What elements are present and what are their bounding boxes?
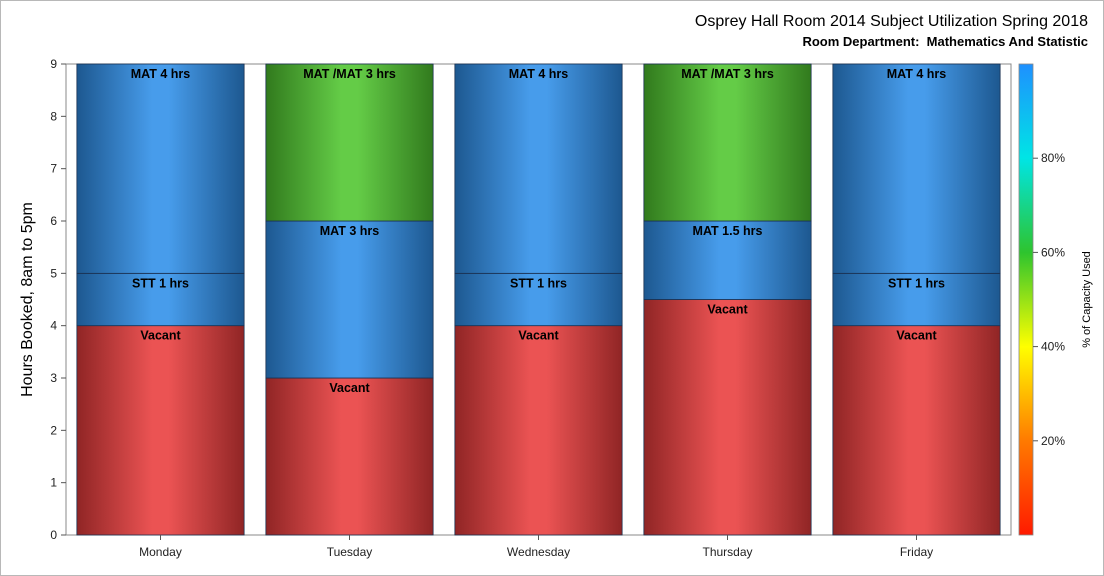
bar-segment — [454, 272, 623, 327]
bar-segment — [832, 325, 1001, 536]
segment-label: Vacant — [707, 303, 748, 317]
colorbar — [1018, 63, 1034, 536]
x-tick-label: Wednesday — [507, 545, 570, 559]
segment-label: MAT 4 hrs — [509, 67, 569, 81]
chart-subtitle: Room Department: Mathematics And Statist… — [802, 34, 1088, 49]
bar-segment — [265, 220, 434, 379]
segment-label: MAT /MAT 3 hrs — [681, 67, 774, 81]
y-tick-label: 8 — [50, 109, 57, 123]
bar-segment — [643, 299, 812, 536]
bar-segment — [76, 63, 245, 274]
y-axis-label: Hours Booked, 8am to 5pm — [19, 202, 36, 397]
colorbar-tick-label: 40% — [1041, 340, 1065, 354]
y-tick-label: 7 — [50, 162, 57, 176]
x-tick-label: Thursday — [702, 545, 752, 559]
y-tick-label: 6 — [50, 214, 57, 228]
x-tick-label: Friday — [900, 545, 933, 559]
segment-label: MAT 3 hrs — [320, 224, 380, 238]
bar-segment — [643, 63, 812, 222]
segment-label: MAT 4 hrs — [131, 67, 191, 81]
segment-label: Vacant — [329, 381, 370, 395]
bar-segment — [76, 325, 245, 536]
segment-label: Vacant — [518, 329, 559, 343]
y-tick-label: 9 — [50, 57, 57, 71]
bar-segment — [265, 63, 434, 222]
colorbar-tick-label: 20% — [1041, 434, 1065, 448]
segment-label: STT 1 hrs — [132, 276, 189, 290]
segment-label: MAT 4 hrs — [887, 67, 947, 81]
y-tick-label: 3 — [50, 371, 57, 385]
segment-label: Vacant — [140, 329, 181, 343]
bar-segment — [832, 63, 1001, 274]
colorbar-tick-label: 60% — [1041, 245, 1065, 259]
segment-label: STT 1 hrs — [510, 276, 567, 290]
colorbar-label: % of Capacity Used — [1081, 251, 1093, 348]
colorbar-tick-label: 80% — [1041, 151, 1065, 165]
y-tick-label: 2 — [50, 423, 57, 437]
x-tick-label: Tuesday — [327, 545, 373, 559]
segment-label: MAT 1.5 hrs — [693, 224, 763, 238]
segment-label: MAT /MAT 3 hrs — [303, 67, 396, 81]
y-tick-label: 5 — [50, 266, 57, 280]
y-tick-label: 4 — [50, 319, 57, 333]
y-tick-label: 1 — [50, 476, 57, 490]
bar-segment — [76, 272, 245, 327]
bar-segment — [454, 63, 623, 274]
bar-segment — [265, 377, 434, 536]
bar-segment — [643, 220, 812, 300]
y-tick-label: 0 — [50, 528, 57, 542]
bar-segment — [454, 325, 623, 536]
segment-label: STT 1 hrs — [888, 276, 945, 290]
segment-label: Vacant — [896, 329, 937, 343]
chart-title: Osprey Hall Room 2014 Subject Utilizatio… — [694, 13, 1088, 30]
x-tick-label: Monday — [139, 545, 182, 559]
